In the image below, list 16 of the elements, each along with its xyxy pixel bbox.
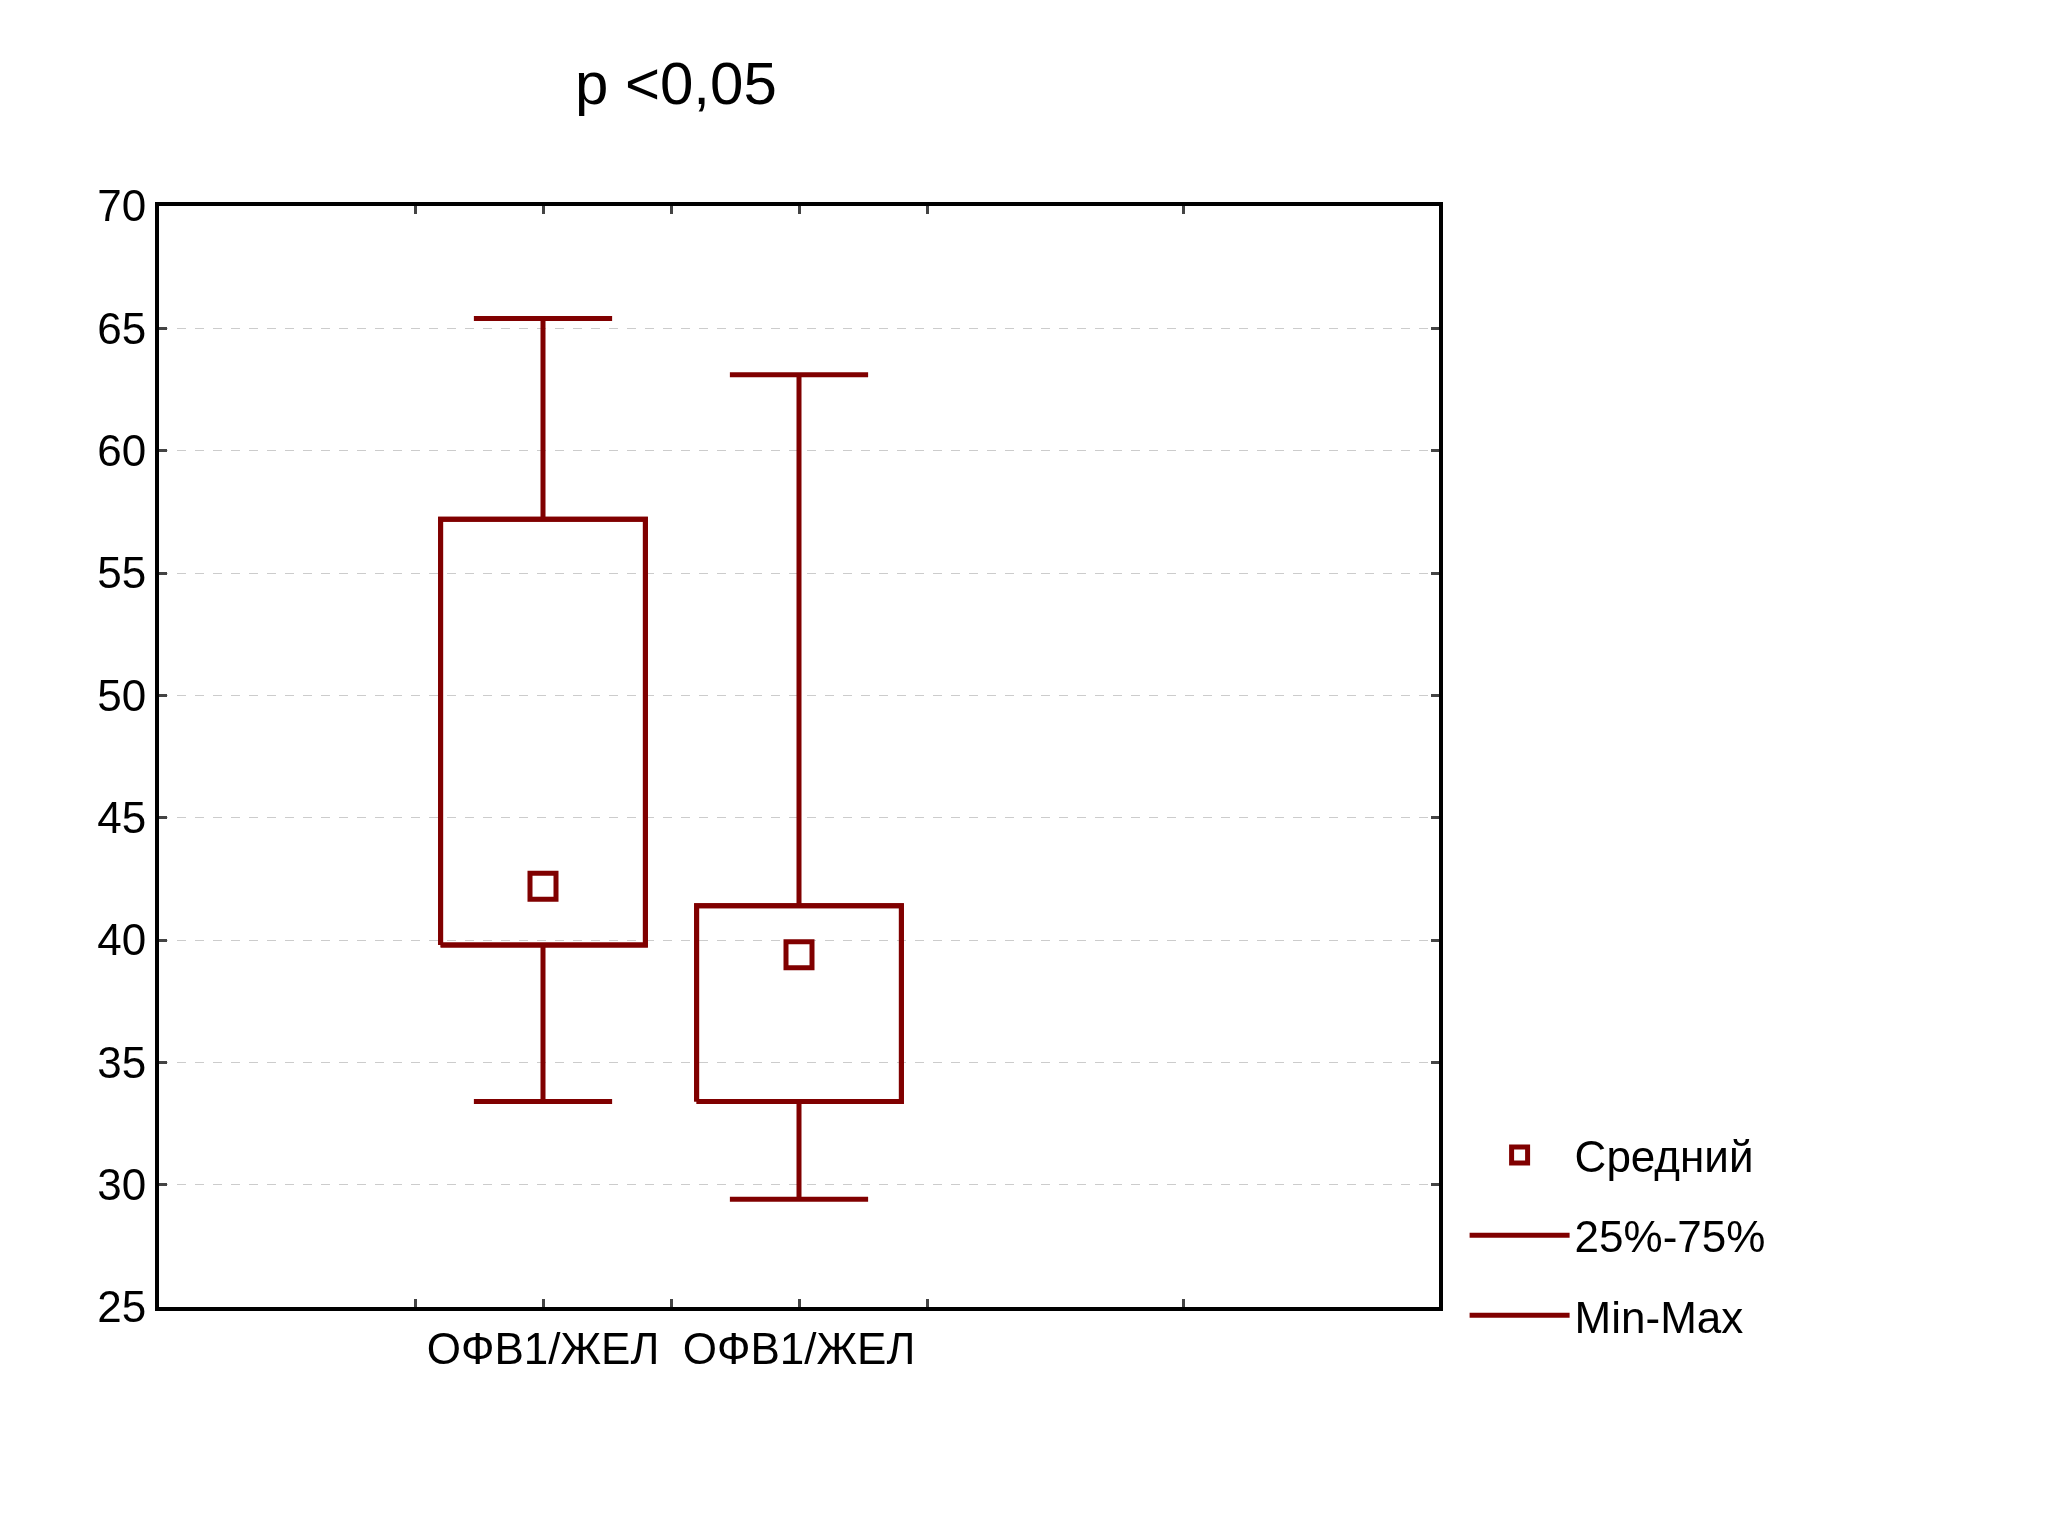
y-tick-label: 30 — [97, 1160, 147, 1210]
legend-label: Min-Max — [1574, 1292, 1744, 1342]
y-tick-label: 55 — [97, 548, 147, 598]
x-tick-label: ОФВ1/ЖЕЛ — [682, 1323, 916, 1373]
legend-label: 25%-75% — [1574, 1212, 1766, 1262]
y-tick-label: 65 — [97, 303, 147, 353]
chart-title: p <0,05 — [574, 49, 777, 117]
y-tick-label: 45 — [97, 793, 147, 843]
y-tick-label: 25 — [97, 1282, 147, 1332]
y-tick-label: 40 — [97, 915, 147, 965]
y-tick-label: 35 — [97, 1037, 147, 1087]
y-tick-label: 50 — [97, 670, 147, 720]
legend-label: Средний — [1574, 1132, 1754, 1182]
y-tick-label: 70 — [97, 181, 147, 231]
x-tick-label: ОФВ1/ЖЕЛ — [426, 1323, 660, 1373]
y-tick-label: 60 — [97, 426, 147, 476]
